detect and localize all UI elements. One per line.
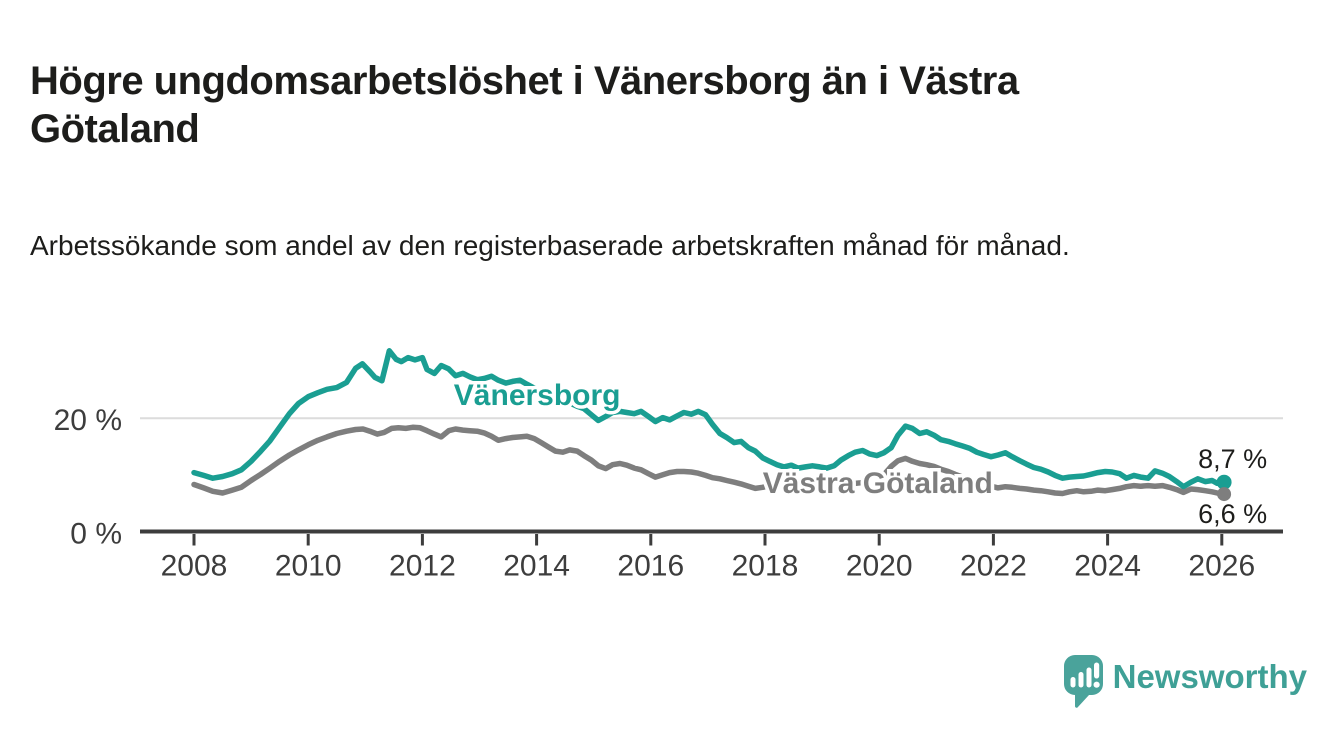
x-axis-tick-label: 2014	[503, 550, 570, 583]
chart-title: Högre ungdomsarbetslöshet i Vänersborg ä…	[30, 58, 1019, 151]
x-axis-tick-label: 2026	[1188, 550, 1255, 583]
newsworthy-logo-text: Newsworthy	[1112, 658, 1307, 695]
series-label-vastra-gotaland: Västra Götaland	[763, 467, 993, 500]
end-value-label-vanersborg: 8,7 %	[1198, 444, 1267, 474]
x-axis-tick-label: 2024	[1074, 550, 1141, 583]
chart-subtitle: Arbetssökande som andel av den registerb…	[30, 230, 1070, 261]
series-end-dot-vanersborg	[1216, 474, 1232, 490]
x-axis-tick-label: 2012	[389, 550, 456, 583]
line-chart: 2008 2010 2012 2014 2016 2018 2020 2022 2024 2026…	[54, 348, 1283, 583]
end-value-label-vastra-gotaland: 6,6 %	[1198, 499, 1267, 529]
y-axis-label: 20 %	[54, 404, 122, 437]
x-axis-tick-label: 2020	[846, 550, 913, 583]
x-axis-tick-label: 2022	[960, 550, 1027, 583]
series-line-vanersborg	[191, 348, 1227, 490]
newsworthy-logo-icon	[1063, 655, 1103, 708]
x-axis-tick-label: 2008	[161, 550, 228, 583]
x-axis-tick-label: 2018	[732, 550, 799, 583]
series-line-vastra-gotaland	[191, 424, 1227, 497]
y-axis-label: 0 %	[70, 518, 122, 551]
x-axis-tick-label: 2010	[275, 550, 342, 583]
newsworthy-logo: Newsworthy	[1063, 655, 1307, 709]
series-label-vanersborg: Vänersborg	[454, 379, 621, 412]
x-axis-tick-label: 2016	[617, 550, 684, 583]
series-end-dot-vastra-gotaland	[1217, 487, 1232, 502]
